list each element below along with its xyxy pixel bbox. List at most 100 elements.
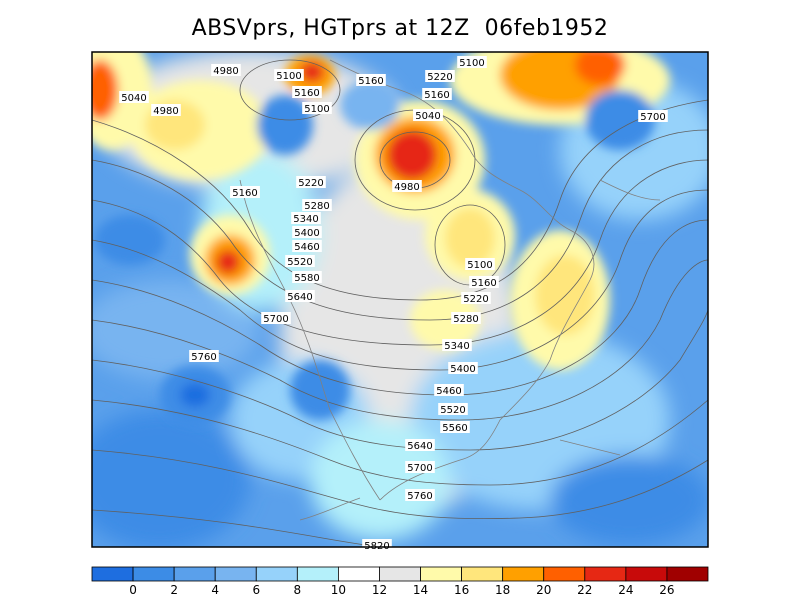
- contour-label-text: 5160: [294, 88, 319, 99]
- contour-label-text: 5400: [450, 364, 475, 375]
- contour-label-text: 5100: [459, 58, 484, 69]
- contour-label-bg: [151, 104, 181, 116]
- contour-label: 5100: [465, 258, 495, 271]
- contour-label-text: 5460: [436, 386, 461, 397]
- contour-label-bg: [422, 88, 452, 100]
- colorbar-tick-label: 22: [577, 583, 592, 597]
- colorbar-box: [502, 566, 545, 582]
- contour-label: 5340: [442, 339, 472, 352]
- contour-label: 5640: [285, 290, 315, 303]
- contour-label: 5700: [261, 312, 291, 325]
- colorbar-box: [420, 566, 462, 582]
- contour-label-bg: [285, 255, 315, 267]
- contour-label-bg: [457, 56, 487, 68]
- contour-label: 5520: [285, 255, 315, 268]
- colorbar-box: [337, 566, 380, 582]
- contour-label-bg: [638, 110, 668, 122]
- colorbar-box: [666, 566, 709, 582]
- contour-label: 5700: [638, 110, 668, 123]
- colorbar-tick-label: 0: [129, 583, 137, 597]
- contour-label: 5160: [469, 276, 499, 289]
- contour-label-text: 5760: [407, 491, 432, 502]
- contour-label: 5160: [356, 74, 386, 87]
- colorbar-box: [255, 566, 298, 582]
- colorbar-box: [461, 566, 504, 582]
- contour-label-bg: [261, 312, 291, 324]
- contour-label: 5640: [405, 439, 435, 452]
- contour-label-bg: [292, 271, 322, 283]
- colorbar-box: [625, 566, 668, 582]
- colorbar-tick-label: 18: [495, 583, 510, 597]
- colorbar-box: [214, 566, 257, 582]
- contour-label: 5100: [302, 102, 332, 115]
- contour-label-bg: [362, 539, 392, 551]
- colorbar-tick-label: 2: [170, 583, 178, 597]
- contour-label-bg: [292, 86, 322, 98]
- contour-label-text: 5340: [293, 214, 318, 225]
- contour-label-bg: [292, 226, 322, 238]
- contour-label-text: 5280: [453, 314, 478, 325]
- contour-label: 5400: [292, 226, 322, 239]
- contour-label-text: 5340: [444, 341, 469, 352]
- contour-label-bg: [302, 199, 332, 211]
- contour-label: 5040: [119, 91, 149, 104]
- contour-label: 5280: [302, 199, 332, 212]
- contour-label-bg: [461, 292, 491, 304]
- contour-label: 4980: [211, 64, 241, 77]
- contour-label-text: 5700: [407, 463, 432, 474]
- contour-label: 5760: [405, 489, 435, 502]
- contour-label-bg: [392, 180, 422, 192]
- contour-label-text: 5640: [287, 292, 312, 303]
- contour-label: 5220: [461, 292, 491, 305]
- contour-label-bg: [274, 69, 304, 81]
- contour-label-text: 5040: [415, 111, 440, 122]
- contour-label-bg: [440, 421, 470, 433]
- colorbar-box: [173, 566, 216, 582]
- contour-label-text: 5580: [294, 273, 319, 284]
- contour-label-text: 5100: [467, 260, 492, 271]
- colorbar-tick-label: 16: [454, 583, 469, 597]
- contour-label-text: 4980: [153, 106, 178, 117]
- contour-label: 5520: [438, 403, 468, 416]
- colorbar-box: [132, 566, 175, 582]
- contour-label: 4980: [392, 180, 422, 193]
- colorbar-tick-label: 8: [294, 583, 302, 597]
- colorbar-tick-labels: 0 2 4 6 8 10 12 14 16 18 20 22 24 26: [129, 583, 674, 597]
- contour-label-bg: [230, 186, 260, 198]
- contour-label-text: 5400: [294, 228, 319, 239]
- contour-label-text: 5700: [263, 314, 288, 325]
- contour-label-text: 4980: [213, 66, 238, 77]
- contour-label-text: 4980: [394, 182, 419, 193]
- colorbar-boxes: [91, 566, 709, 582]
- colorbar-tick-label: 12: [372, 583, 387, 597]
- contour-label-text: 5100: [276, 71, 301, 82]
- contour-label-text: 5520: [440, 405, 465, 416]
- colorbar-box: [296, 566, 339, 582]
- colorbar-tick-label: 4: [211, 583, 219, 597]
- contour-label-text: 5100: [304, 104, 329, 115]
- contour-label-bg: [405, 439, 435, 451]
- contour-label-text: 5160: [424, 90, 449, 101]
- contour-label: 5220: [425, 70, 455, 83]
- contour-label-bg: [119, 91, 149, 103]
- colorbar-tick-label: 26: [659, 583, 674, 597]
- contour-label: 5580: [292, 271, 322, 284]
- contour-label-text: 5700: [640, 112, 665, 123]
- colorbar-tick-label: 20: [536, 583, 551, 597]
- contour-label: 5040: [413, 109, 443, 122]
- contour-label-bg: [292, 240, 322, 252]
- contour-label-text: 5760: [191, 352, 216, 363]
- contour-label: 5460: [434, 384, 464, 397]
- contour-label: 5160: [230, 186, 260, 199]
- contour-label: 5400: [448, 362, 478, 375]
- contour-label: 5760: [189, 350, 219, 363]
- contour-label-bg: [413, 109, 443, 121]
- contour-label-bg: [296, 176, 326, 188]
- contour-label-text: 5640: [407, 441, 432, 452]
- contour-label-bg: [405, 461, 435, 473]
- colorbar-box: [379, 566, 421, 582]
- contour-label-bg: [442, 339, 472, 351]
- colorbar-tick-label: 10: [331, 583, 346, 597]
